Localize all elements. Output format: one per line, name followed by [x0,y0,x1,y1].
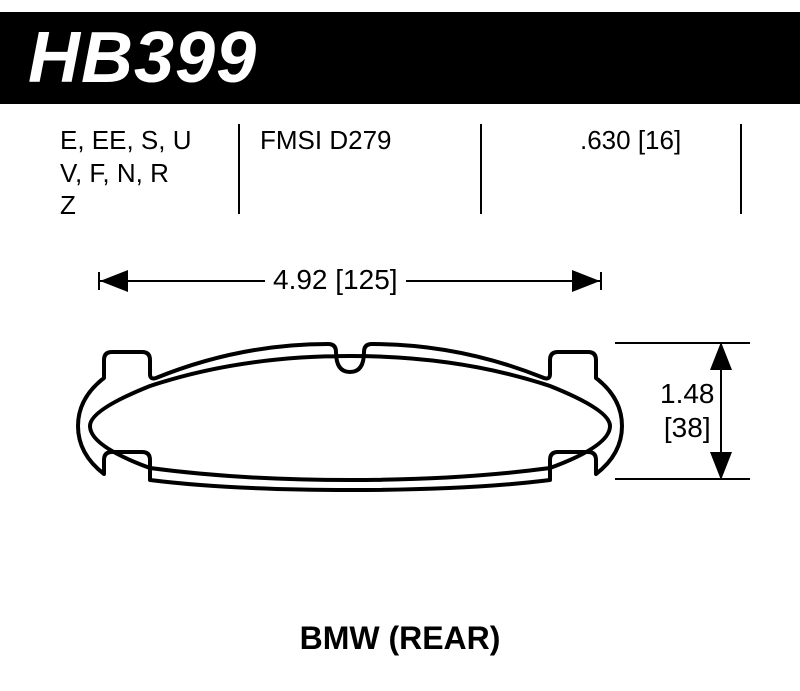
arrow-left-icon [100,270,128,292]
brake-pad-outline [70,330,630,500]
thickness-value: .630 [16] [580,124,740,157]
diagram-area: 4.92 [125] 1.48 [38] [60,250,760,610]
height-line2: [38] [660,411,715,445]
compounds-line2: V, F, N, R [60,157,230,190]
arrow-right-icon [572,270,600,292]
height-line1: 1.48 [660,377,715,411]
width-dimension-label: 4.92 [125] [265,264,406,296]
compounds-line3: Z [60,189,230,222]
part-number: HB399 [28,17,257,99]
height-dimension-label: 1.48 [38] [660,375,715,446]
fmsi-column: FMSI D279 [260,124,460,157]
arrow-down-icon [710,452,732,480]
compounds-line1: E, EE, S, U [60,124,230,157]
fmsi-value: FMSI D279 [260,124,460,157]
divider-1 [238,124,240,214]
compounds-column: E, EE, S, U V, F, N, R Z [60,124,230,222]
divider-3 [740,124,742,214]
header-bar: HB399 [0,12,800,104]
thickness-column: .630 [16] [580,124,740,157]
info-row: E, EE, S, U V, F, N, R Z FMSI D279 .630 … [60,124,760,214]
footer-label: BMW (REAR) [0,620,800,657]
pad-path [78,344,622,490]
width-tick-right [600,272,602,290]
divider-2 [480,124,482,214]
arrow-up-icon [710,342,732,370]
